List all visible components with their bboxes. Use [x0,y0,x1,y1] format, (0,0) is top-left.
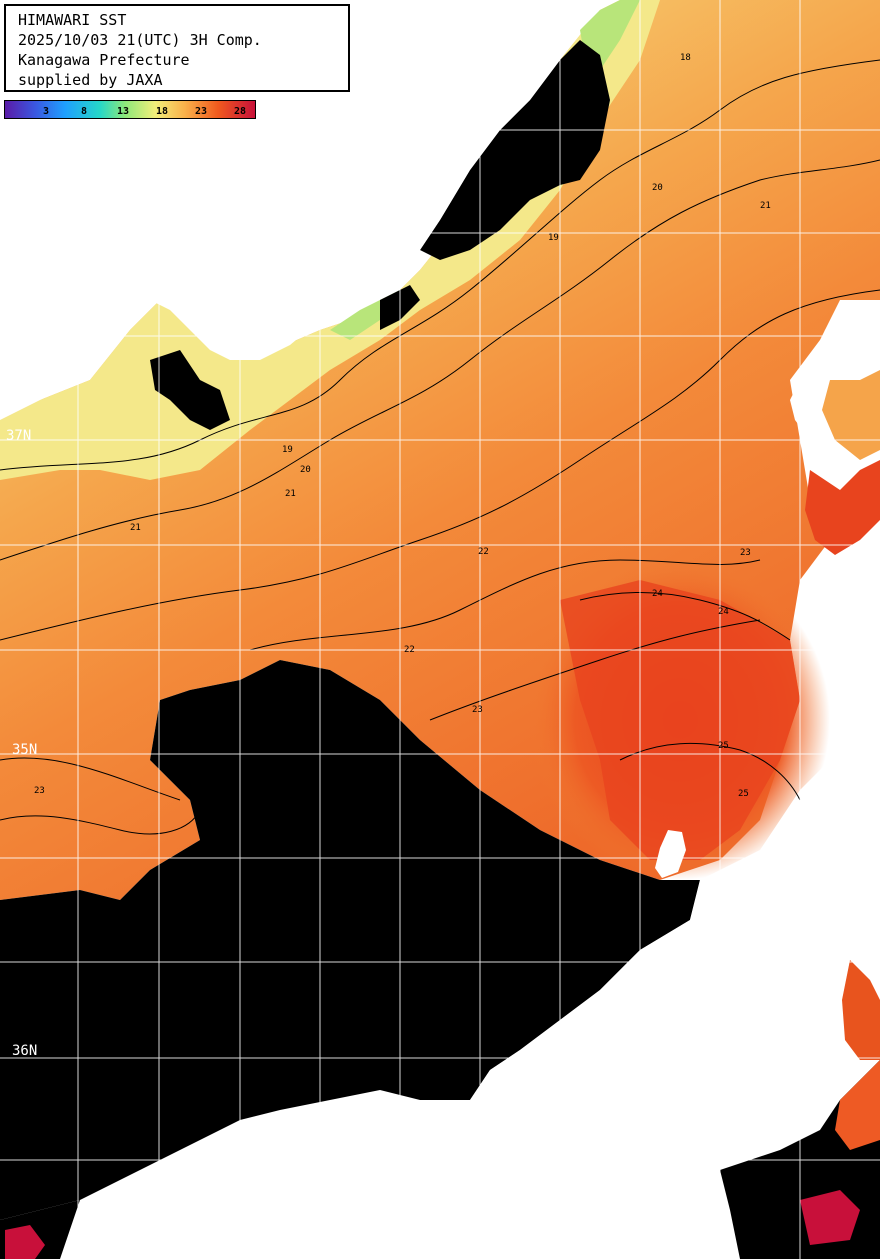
contour-label-20: 20 [652,183,663,193]
title-line-3: Kanagawa Prefecture [18,51,190,69]
colorbar-tick-3: 3 [43,106,49,117]
contour-label-19b: 19 [282,445,293,455]
contour-label-21b: 21 [285,489,296,499]
contour-label-23: 23 [740,548,751,558]
lat-label-36n: 36N [12,1043,38,1059]
contour-label-23b: 23 [34,786,45,796]
contour-label-24b: 24 [718,607,729,617]
contour-label-22: 22 [478,547,489,557]
colorbar-tick-28: 28 [234,106,246,117]
contour-label-20b: 20 [300,465,311,475]
warm-patch-southeast [800,1190,860,1245]
sea-southeast-2 [842,960,880,1060]
land-honshu [60,720,880,1259]
contour-label-18: 18 [680,53,691,63]
lat-label-37n: 37N [6,428,32,444]
title-line-4: supplied by JAXA [18,71,163,89]
contour-label-21: 21 [760,201,771,211]
contour-label-19: 19 [548,233,559,243]
lat-label-35n: 35N [12,742,38,758]
title-line-1: HIMAWARI SST [18,11,127,29]
contour-label-25b: 25 [738,789,749,799]
colorbar-tick-23: 23 [195,106,207,117]
title-line-2: 2025/10/03 21(UTC) 3H Comp. [18,31,262,49]
sea-east-orange [822,370,880,460]
title-box: HIMAWARI SST 2025/10/03 21(UTC) 3H Comp.… [4,4,350,92]
warm-kuroshio-east [805,460,880,555]
contour-label-22b: 22 [404,645,415,655]
sea-southeast [835,1060,880,1150]
contour-label-24: 24 [652,589,663,599]
no-data-south [0,660,700,1220]
color-scale-bar: 3 8 13 18 23 28 [4,100,256,119]
colorbar-tick-8: 8 [81,106,87,117]
no-data-north [420,40,610,260]
contour-label-21c: 21 [130,523,141,533]
colorbar-tick-18: 18 [156,106,168,117]
contour-value-labels: 18 19 19 20 20 21 21 21 22 22 23 23 23 2… [34,53,771,799]
no-data-noto [150,350,230,430]
colorbar-tick-13: 13 [117,106,129,117]
contour-label-23c: 23 [472,705,483,715]
land-izu-strip [820,520,880,690]
contour-label-25: 25 [718,741,729,751]
color-scale-gradient [4,100,256,119]
white-inlet [655,830,686,878]
warm-patch-southwest [5,1225,45,1259]
